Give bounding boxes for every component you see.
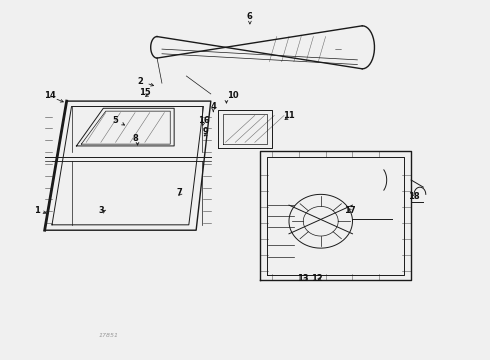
Text: 17: 17: [344, 206, 356, 215]
Text: —: —: [334, 46, 342, 52]
Text: 10: 10: [227, 91, 239, 100]
Text: 2: 2: [137, 77, 143, 86]
Text: 4: 4: [210, 102, 216, 111]
Text: 18: 18: [408, 192, 419, 201]
Text: 6: 6: [247, 12, 253, 21]
Text: 14: 14: [44, 91, 55, 100]
Text: 3: 3: [98, 206, 104, 215]
Text: 15: 15: [139, 87, 151, 96]
Text: 7: 7: [176, 188, 182, 197]
Text: 9: 9: [203, 127, 209, 136]
Text: 5: 5: [113, 116, 119, 125]
Text: 13: 13: [297, 274, 309, 283]
Text: 12: 12: [312, 274, 323, 283]
Text: 1: 1: [34, 206, 40, 215]
Text: 8: 8: [132, 134, 138, 143]
Text: 17851: 17851: [98, 333, 118, 338]
Text: 16: 16: [197, 116, 209, 125]
Text: 11: 11: [283, 111, 295, 120]
